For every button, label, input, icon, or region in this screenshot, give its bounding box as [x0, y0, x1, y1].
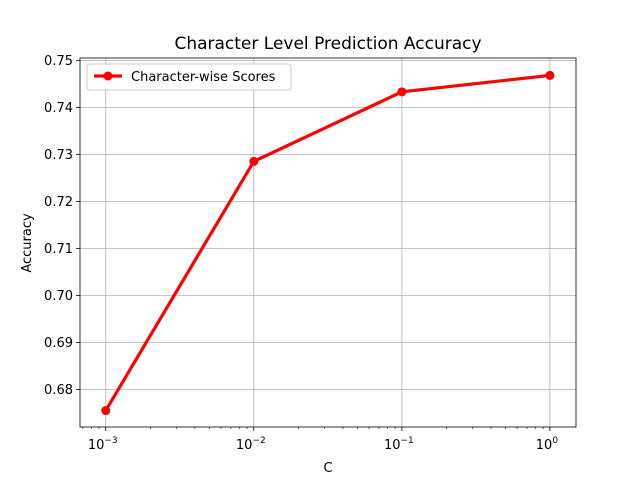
- legend: Character-wise Scores: [86, 63, 292, 91]
- y-tick-label: 0.69: [44, 336, 73, 351]
- y-axis-label: Accuracy: [20, 213, 35, 273]
- data-point: [545, 70, 555, 80]
- axes-frame: [79, 57, 577, 428]
- y-tick-label: 0.71: [44, 242, 73, 257]
- legend-box: [86, 63, 292, 91]
- chart-title: Character Level Prediction Accuracy: [174, 34, 481, 54]
- legend-label: Character-wise Scores: [131, 70, 276, 85]
- axes: [76, 57, 577, 431]
- series-line: [104, 73, 551, 412]
- x-tick-label: 10−1: [384, 436, 414, 453]
- x-axis-label: C: [323, 461, 332, 476]
- y-tick-label: 0.74: [44, 101, 73, 116]
- tick-labels: 0.68 0.69 0.70 0.71 0.72 0.73 0.74 0.75 10−3 10−2…: [44, 54, 558, 453]
- y-tick-label: 0.72: [44, 195, 73, 210]
- series-layer: [101, 70, 555, 416]
- legend-marker-swatch: [103, 71, 113, 81]
- y-tick-label: 0.73: [44, 148, 73, 163]
- data-point: [397, 87, 407, 97]
- grid: [80, 58, 576, 427]
- data-point: [249, 156, 259, 166]
- y-tick-label: 0.70: [44, 289, 73, 304]
- x-tick-label: 10−3: [88, 436, 118, 453]
- y-tick-label: 0.75: [44, 54, 73, 69]
- data-point: [101, 406, 111, 416]
- x-tick-label: 10−2: [236, 436, 266, 453]
- y-tick-label: 0.68: [44, 383, 73, 398]
- x-tick-label: 100: [536, 436, 559, 453]
